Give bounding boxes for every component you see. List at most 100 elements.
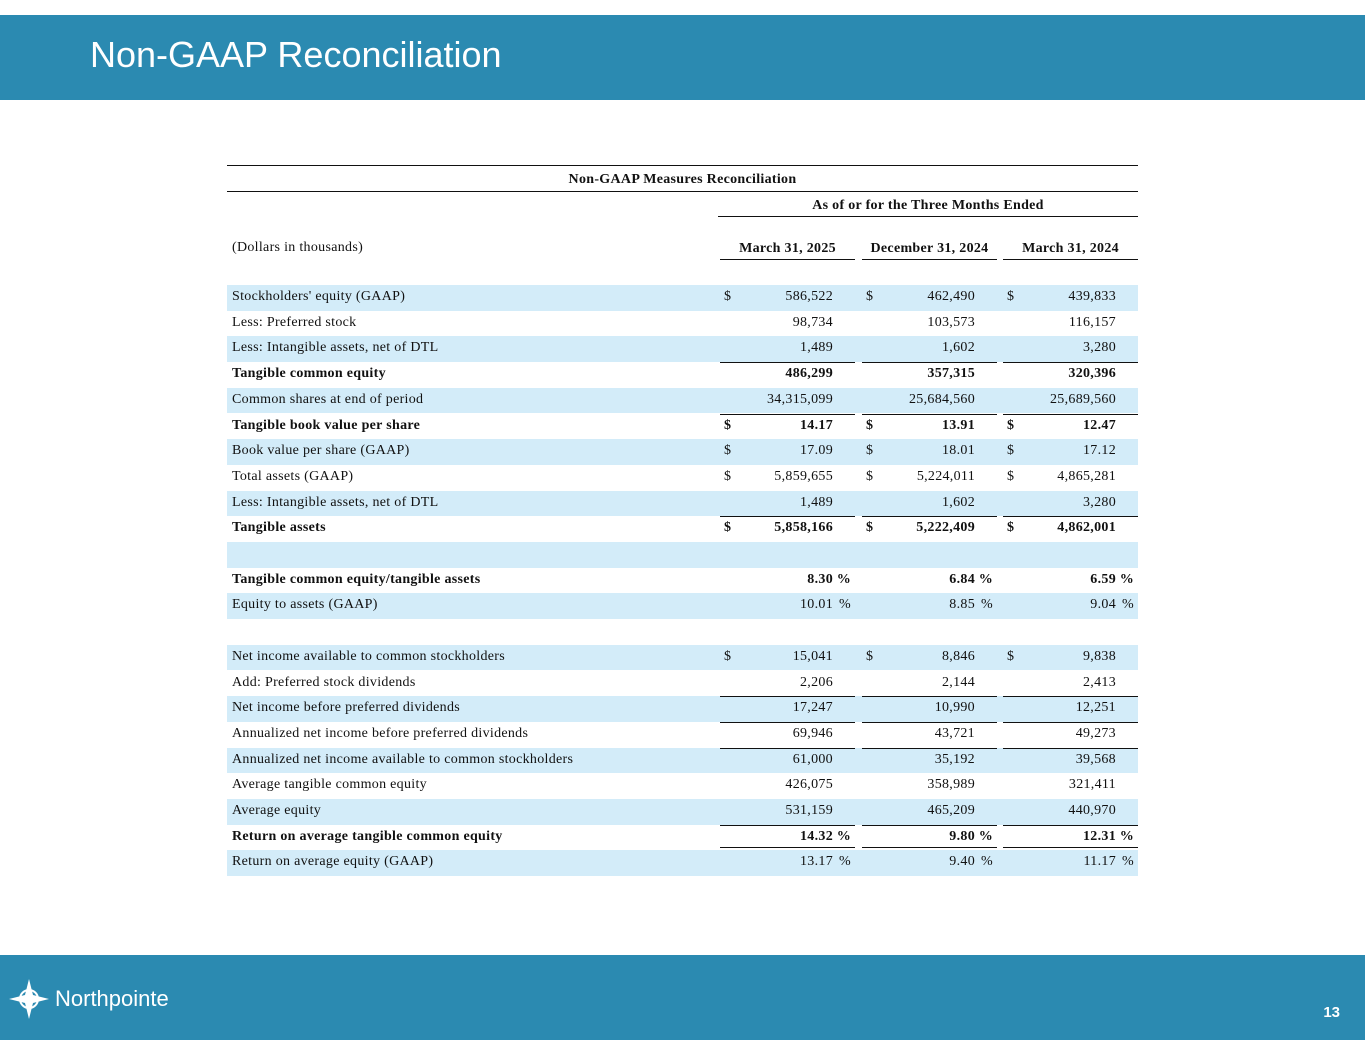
cell-value: 10,990	[934, 700, 975, 716]
cell-value: 39,568	[1075, 751, 1116, 767]
cell-value: 103,573	[927, 314, 975, 330]
row-label: Annualized net income before preferred d…	[232, 725, 529, 741]
cell-value: 3,280	[1083, 340, 1116, 356]
row-band	[227, 542, 1138, 568]
rule	[720, 721, 855, 723]
rule	[862, 847, 997, 849]
cell-value: 531,159	[785, 803, 833, 818]
cell-sign: $	[724, 648, 732, 664]
rule	[720, 413, 855, 415]
cell-value: 17,247	[792, 700, 833, 716]
rule	[720, 824, 855, 826]
row-label: Add: Preferred stock dividends	[232, 674, 416, 690]
row-label: Return on average tangible common equity	[232, 828, 503, 844]
row-label: Common shares at end of period	[232, 391, 424, 407]
cell-value: 2,206	[800, 674, 833, 690]
logo-text: Northpointe	[55, 986, 169, 1011]
rule	[1003, 259, 1138, 260]
row-label: Net income available to common stockhold…	[232, 648, 505, 664]
logo-icon	[9, 979, 49, 1019]
cell-value: 320,396	[1068, 366, 1116, 382]
cell-sign: $	[724, 289, 732, 304]
cell-unit: %	[981, 597, 993, 613]
cell-value: 9.04	[1090, 597, 1116, 613]
row-label: Stockholders' equity (GAAP)	[232, 289, 406, 304]
cell-value: 98,734	[792, 314, 833, 330]
cell-value: 5,859,655	[774, 468, 833, 484]
cell-value: 11.17	[1083, 854, 1116, 870]
cell-sign: $	[866, 468, 874, 484]
cell-unit: %	[836, 571, 851, 587]
rule	[227, 191, 1138, 192]
rule	[862, 721, 997, 723]
cell-value: 2,413	[1083, 674, 1116, 690]
row-label: Tangible common equity/tangible assets	[232, 571, 481, 587]
rule	[718, 216, 1138, 217]
cell-value: 14.17	[800, 417, 833, 433]
cell-value: 486,299	[785, 366, 833, 382]
cell-value: 12.47	[1083, 417, 1116, 433]
cell-value: 9.40	[949, 854, 975, 870]
rule	[1003, 362, 1138, 364]
row-label: Book value per share (GAAP)	[232, 443, 410, 459]
cell-value: 61,000	[792, 751, 833, 767]
row-label: Less: Preferred stock	[232, 314, 357, 330]
group-header: As of or for the Three Months Ended	[812, 198, 1044, 213]
cell-sign: $	[1007, 520, 1015, 536]
cell-sign: $	[1007, 443, 1015, 459]
rule	[1003, 696, 1138, 698]
cell-value: 4,865,281	[1057, 468, 1116, 484]
cell-value: 43,721	[934, 725, 975, 741]
cell-sign: $	[866, 648, 874, 664]
rule	[720, 847, 855, 849]
rule	[1003, 824, 1138, 826]
cell-value: 49,273	[1075, 725, 1116, 741]
cell-sign: $	[866, 417, 874, 433]
row-label: Tangible book value per share	[232, 417, 421, 433]
rule	[862, 259, 997, 260]
cell-value: 10.01	[800, 597, 833, 613]
cell-value: 25,689,560	[1050, 391, 1116, 407]
cell-value: 69,946	[792, 725, 833, 741]
row-label: Net income before preferred dividends	[232, 700, 461, 716]
row-band	[227, 439, 1138, 465]
cell-value: 586,522	[785, 289, 833, 304]
cell-value: 1,489	[800, 494, 833, 510]
row-label: Less: Intangible assets, net of DTL	[232, 494, 439, 510]
rule	[862, 696, 997, 698]
row-band	[227, 285, 1138, 311]
row-band	[227, 336, 1138, 363]
cell-value: 462,490	[927, 289, 975, 304]
page-number: 13	[1323, 1004, 1340, 1021]
cell-value: 3,280	[1083, 494, 1116, 510]
cell-sign: $	[866, 289, 874, 304]
row-label: Tangible common equity	[232, 366, 386, 382]
cell-value: 8,846	[942, 648, 975, 664]
cell-value: 1,602	[942, 340, 975, 356]
cell-value: 12,251	[1075, 700, 1116, 716]
cell-value: 439,833	[1068, 289, 1116, 304]
cell-value: 440,970	[1068, 803, 1116, 818]
cell-unit: %	[1122, 597, 1134, 613]
cell-value: 9,838	[1083, 648, 1116, 664]
column-header: March 31, 2025	[739, 241, 836, 256]
header-banner	[0, 15, 1365, 100]
cell-sign: $	[724, 443, 732, 459]
cell-sign: $	[866, 443, 874, 459]
cell-value: 8.85	[949, 597, 975, 613]
rule	[720, 696, 855, 698]
cell-value: 116,157	[1068, 314, 1116, 330]
row-band	[227, 696, 1138, 722]
cell-sign: $	[1007, 417, 1015, 433]
cell-value: 5,222,409	[916, 520, 975, 536]
cell-value: 17.09	[800, 443, 833, 459]
cell-value: 357,315	[927, 366, 975, 382]
rule	[227, 165, 1138, 166]
cell-value: 9.80	[949, 828, 975, 844]
rule	[862, 413, 997, 415]
cell-unit: %	[839, 854, 851, 870]
cell-value: 2,144	[942, 674, 975, 690]
cell-value: 18.01	[942, 443, 975, 459]
